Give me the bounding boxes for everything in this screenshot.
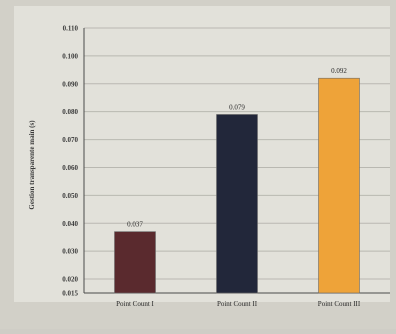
y-tick-label: 0.050 (62, 192, 78, 200)
y-tick-label: 0.070 (62, 136, 78, 144)
bar-value-label: 0.037 (127, 221, 143, 229)
y-tick-label: 0.080 (62, 108, 78, 116)
value-labels: 0.037 0.079 0.092 (127, 67, 347, 228)
y-tick-labels: 0.015 0.020 0.030 0.040 0.050 0.060 0.070 0.080… (62, 25, 78, 298)
y-tick-label: 0.100 (62, 52, 78, 60)
y-tick-label: 0.040 (62, 220, 78, 228)
y-tick-label: 0.060 (62, 164, 78, 172)
bar (318, 77, 360, 294)
y-axis-label: Gestion transparente main (s) (28, 120, 36, 210)
bar-value-label: 0.092 (331, 67, 347, 75)
bars (114, 77, 360, 294)
y-tick-label: 0.030 (62, 248, 78, 256)
x-tick-label: Point Count I (116, 300, 154, 308)
bar (216, 114, 258, 294)
bar-value-label: 0.079 (229, 103, 245, 111)
bar (114, 231, 156, 294)
x-tick-labels: Point Count I Point Count II Point Count I… (116, 300, 361, 308)
x-tick-label: Point Count III (318, 300, 361, 308)
y-tick-label: 0.110 (63, 25, 79, 33)
y-tick-label: 0.020 (62, 276, 78, 284)
x-tick-label: Point Count II (217, 300, 258, 308)
y-tick-label: 0.090 (62, 80, 78, 88)
y-tick-label: 0.015 (62, 290, 78, 298)
